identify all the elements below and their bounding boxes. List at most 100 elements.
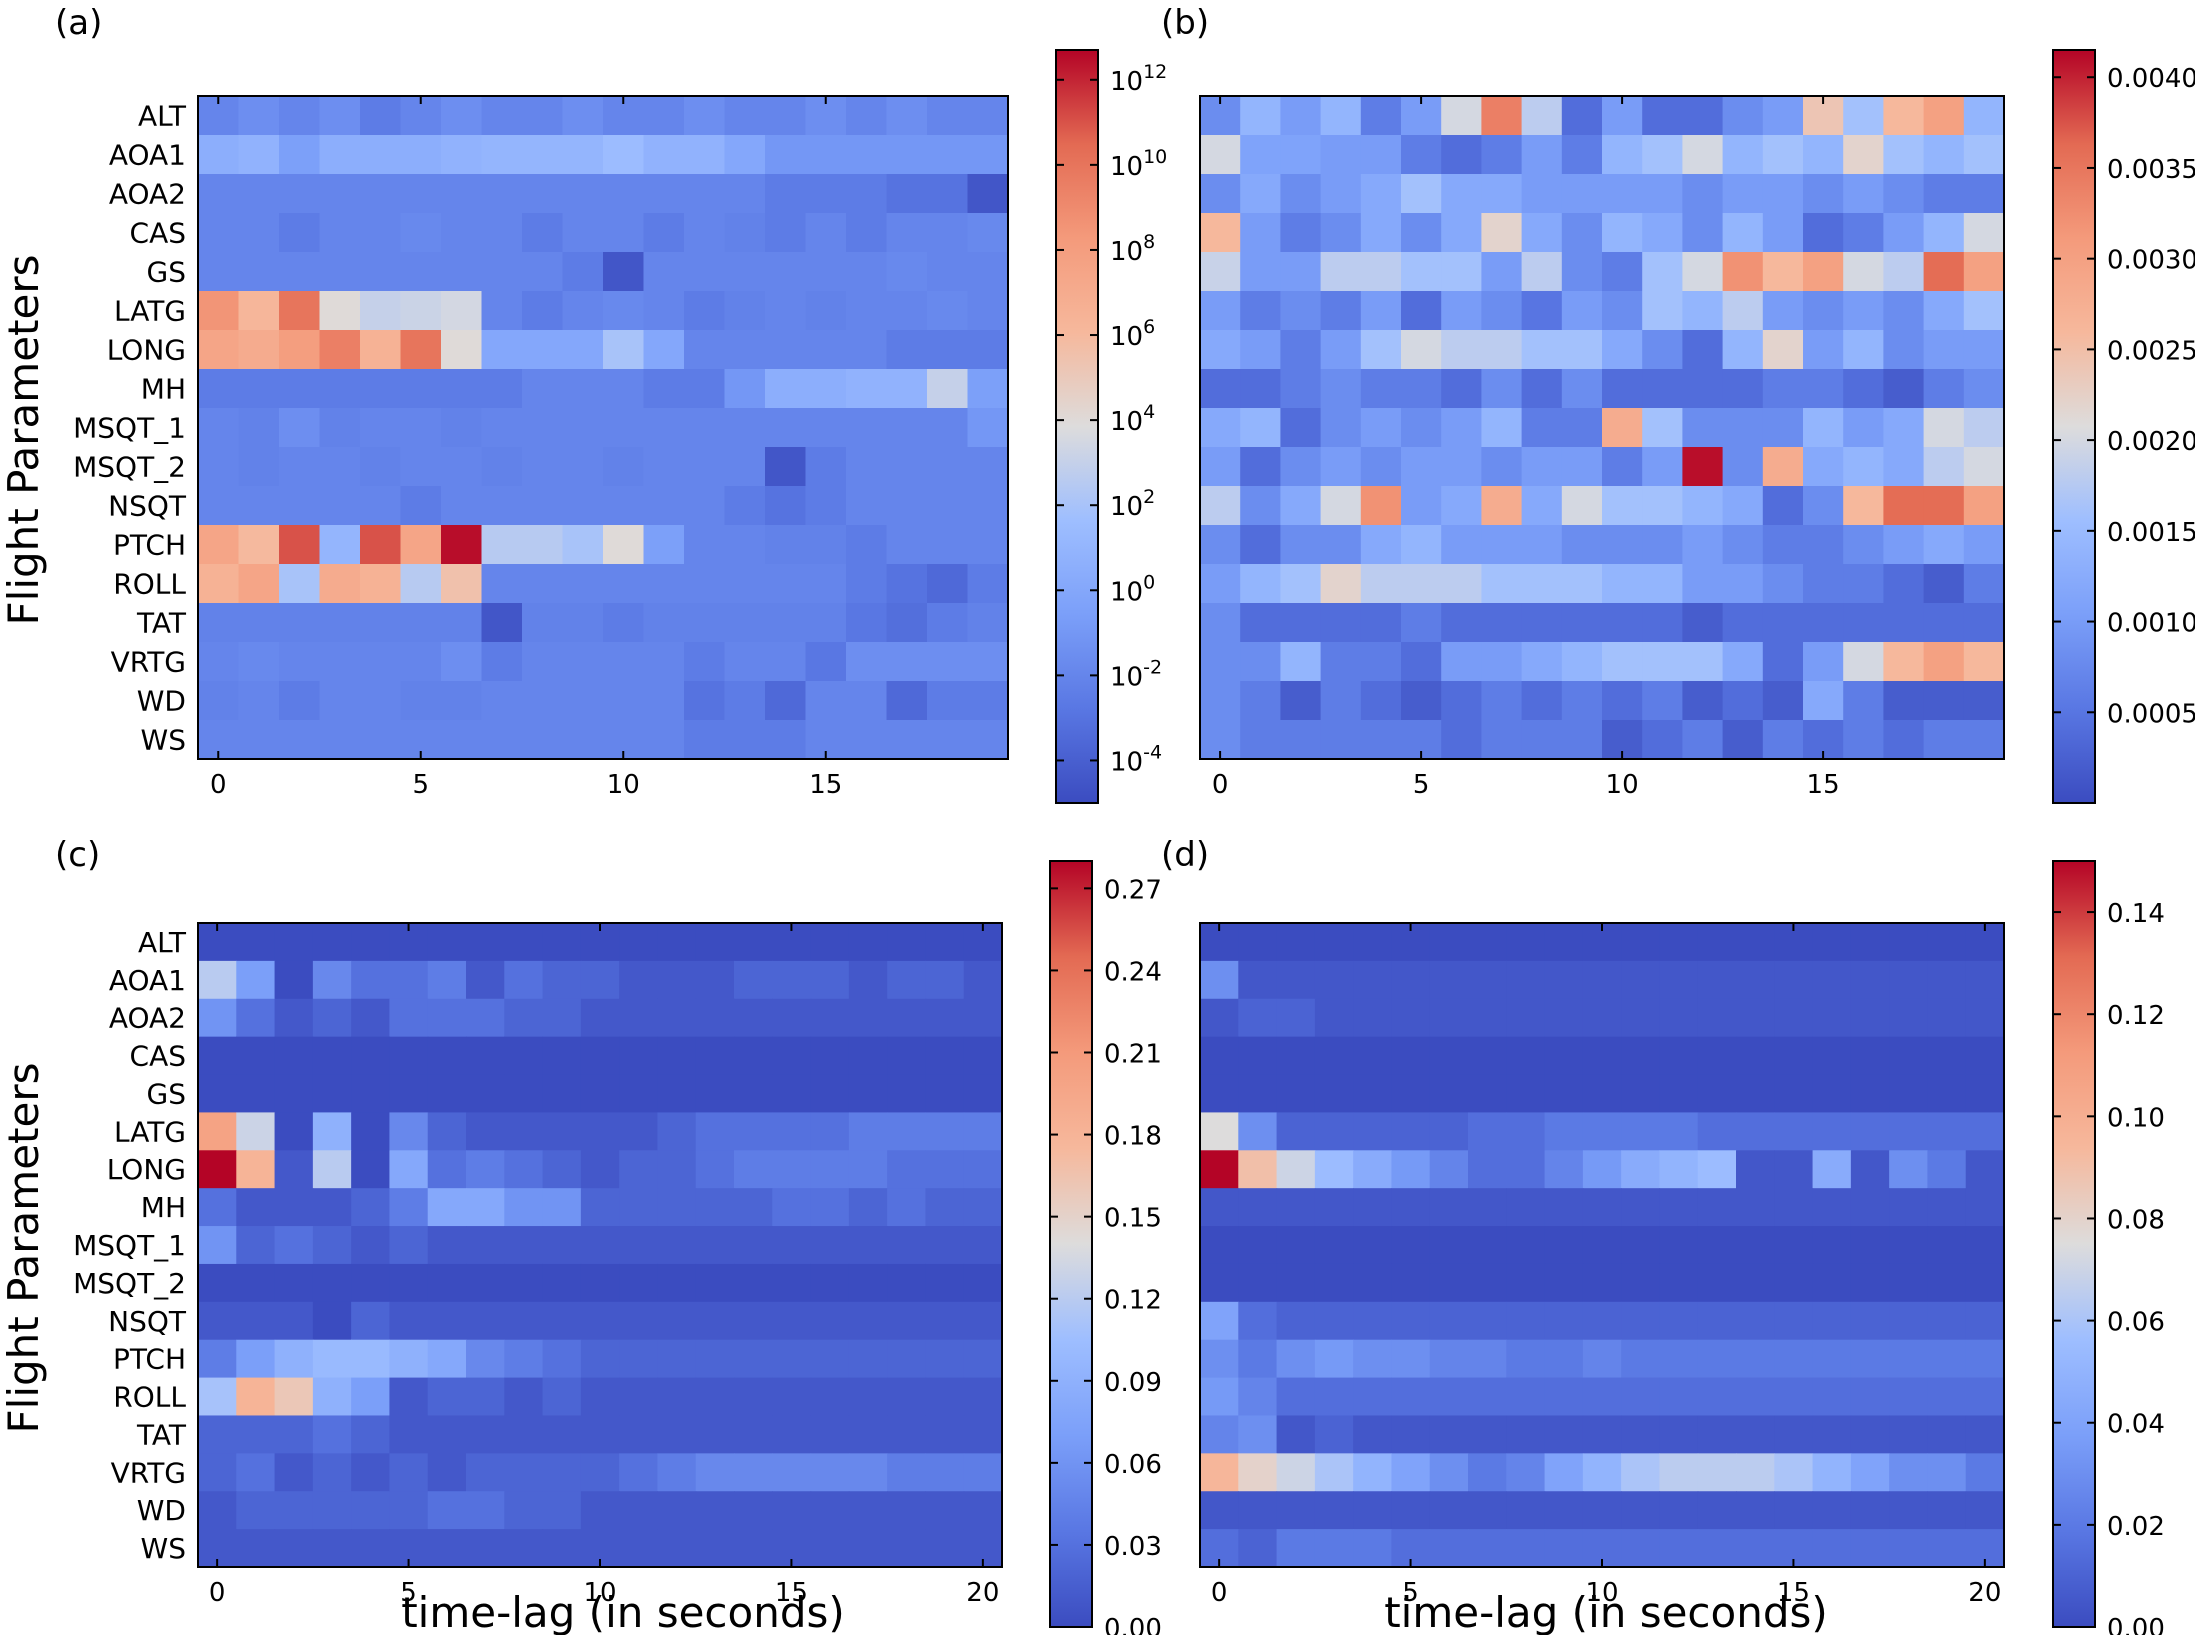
heatmap-cell — [312, 1301, 352, 1341]
heatmap-cell — [1200, 330, 1241, 370]
heatmap-cell — [1927, 1415, 1967, 1454]
heatmap-cell — [927, 213, 969, 253]
heatmap-cell — [427, 1263, 467, 1303]
heatmap-cell — [1850, 1377, 1890, 1417]
heatmap-cells-b — [1200, 96, 2005, 760]
heatmap-cell — [927, 369, 969, 409]
heatmap-cell — [1506, 1112, 1546, 1151]
heatmap-cell — [1481, 96, 1523, 136]
y-tick-label: GS — [147, 256, 186, 289]
y-tick-label: AOA2 — [109, 1002, 186, 1035]
heatmap-cell — [274, 998, 314, 1038]
heatmap-cell — [1889, 1036, 1929, 1076]
heatmap-cell — [400, 447, 442, 487]
heatmap-cell — [886, 408, 928, 448]
heatmap-cell — [1506, 1150, 1546, 1189]
heatmap-cell — [1314, 1415, 1354, 1454]
heatmap-cell — [389, 1453, 429, 1492]
heatmap-cell — [504, 1339, 544, 1379]
heatmap-cell — [1240, 603, 1281, 643]
heatmap-cell — [1602, 408, 1643, 448]
heatmap-cell — [1812, 1529, 1852, 1568]
heatmap-cell — [848, 1453, 888, 1492]
heatmap-cell — [1280, 174, 1322, 214]
heatmap-cell — [886, 642, 928, 682]
heatmap-cell — [466, 1226, 505, 1265]
heatmap-cell — [1803, 603, 1844, 643]
heatmap-cell — [1276, 1036, 1316, 1076]
heatmap-cell — [887, 960, 927, 1000]
heatmap-cell — [1774, 1263, 1814, 1303]
heatmap-cell — [1736, 1339, 1775, 1379]
heatmap-cell — [1642, 486, 1683, 526]
heatmap-cell — [1441, 252, 1482, 292]
heatmap-cell — [312, 960, 352, 1000]
heatmap-cell — [1927, 1112, 1967, 1151]
heatmap-cell — [810, 1150, 850, 1189]
x-tick-label: 5 — [1402, 1578, 1419, 1608]
heatmap-cell — [360, 486, 402, 526]
heatmap-cell — [805, 642, 847, 682]
heatmap-cell — [1320, 603, 1362, 643]
colorbar-ticks-b: 0.0040 0.0035 0.0030 0.0025 0.0020 0.0015 0.00… — [2053, 64, 2195, 729]
heatmap-cell — [1391, 1188, 1431, 1227]
heatmap-cell — [504, 1074, 544, 1114]
heatmap-cell — [1544, 998, 1584, 1038]
heatmap-cell — [1850, 1074, 1890, 1114]
heatmap-cell — [312, 1453, 352, 1492]
heatmap-cell — [724, 486, 766, 526]
heatmap-cell — [1200, 642, 1241, 682]
heatmap-cell — [351, 998, 391, 1038]
heatmap-cell — [504, 1453, 544, 1492]
heatmap-cell — [772, 1074, 812, 1114]
heatmap-cell — [1360, 447, 1402, 487]
heatmap-cell — [1521, 486, 1563, 526]
heatmap-cell — [1889, 998, 1929, 1038]
heatmap-cell — [1200, 998, 1239, 1038]
heatmap-cell — [580, 1415, 620, 1454]
heatmap-cell — [1276, 1112, 1316, 1151]
heatmap-cell — [925, 960, 965, 1000]
heatmap-cell — [427, 998, 467, 1038]
heatmap-cell — [1963, 408, 2005, 448]
heatmap-cell — [1481, 252, 1523, 292]
heatmap-cell — [319, 291, 361, 331]
heatmap-cell — [1697, 1491, 1737, 1530]
heatmap-cell — [765, 642, 807, 682]
heatmap-cell — [1441, 408, 1482, 448]
heatmap-cell — [1401, 564, 1442, 604]
heatmap-cell — [198, 1377, 237, 1417]
heatmap-cell — [580, 960, 620, 1000]
heatmap-cell — [1544, 1301, 1584, 1341]
heatmap-cell — [236, 1301, 276, 1341]
heatmap-cell — [1429, 1453, 1469, 1492]
heatmap-cell — [400, 135, 442, 175]
heatmap-cell — [504, 1301, 544, 1341]
heatmap-cell — [684, 96, 726, 136]
heatmap-cell — [848, 1339, 888, 1379]
heatmap-cell — [1697, 1036, 1737, 1076]
heatmap-cell — [1314, 1377, 1354, 1417]
heatmap-cell — [927, 603, 969, 643]
heatmap-cell — [1360, 525, 1402, 565]
heatmap-cell — [1602, 525, 1643, 565]
heatmap-cell — [312, 923, 352, 962]
heatmap-cell — [360, 330, 402, 370]
heatmap-cell — [643, 96, 685, 136]
colorbar-tick-label: 0.04 — [2107, 1410, 2165, 1440]
heatmap-cell — [1850, 1150, 1890, 1189]
colorbar-tick-label: 108 — [1110, 231, 1155, 267]
heatmap-cell — [846, 564, 888, 604]
y-tick-label: LATG — [114, 295, 186, 328]
colorbar-tick-label: 100 — [1110, 571, 1155, 607]
heatmap-cell — [1621, 1036, 1661, 1076]
heatmap-cell — [927, 252, 969, 292]
heatmap-cell — [1736, 1188, 1775, 1227]
heatmap-cell — [1314, 960, 1354, 1000]
heatmap-cell — [927, 486, 969, 526]
heatmap-cell — [1401, 369, 1442, 409]
heatmap-cell — [1697, 1339, 1737, 1379]
heatmap-cell — [1762, 642, 1804, 682]
heatmap-cell — [1803, 681, 1844, 721]
heatmap-cell — [1468, 1529, 1507, 1568]
